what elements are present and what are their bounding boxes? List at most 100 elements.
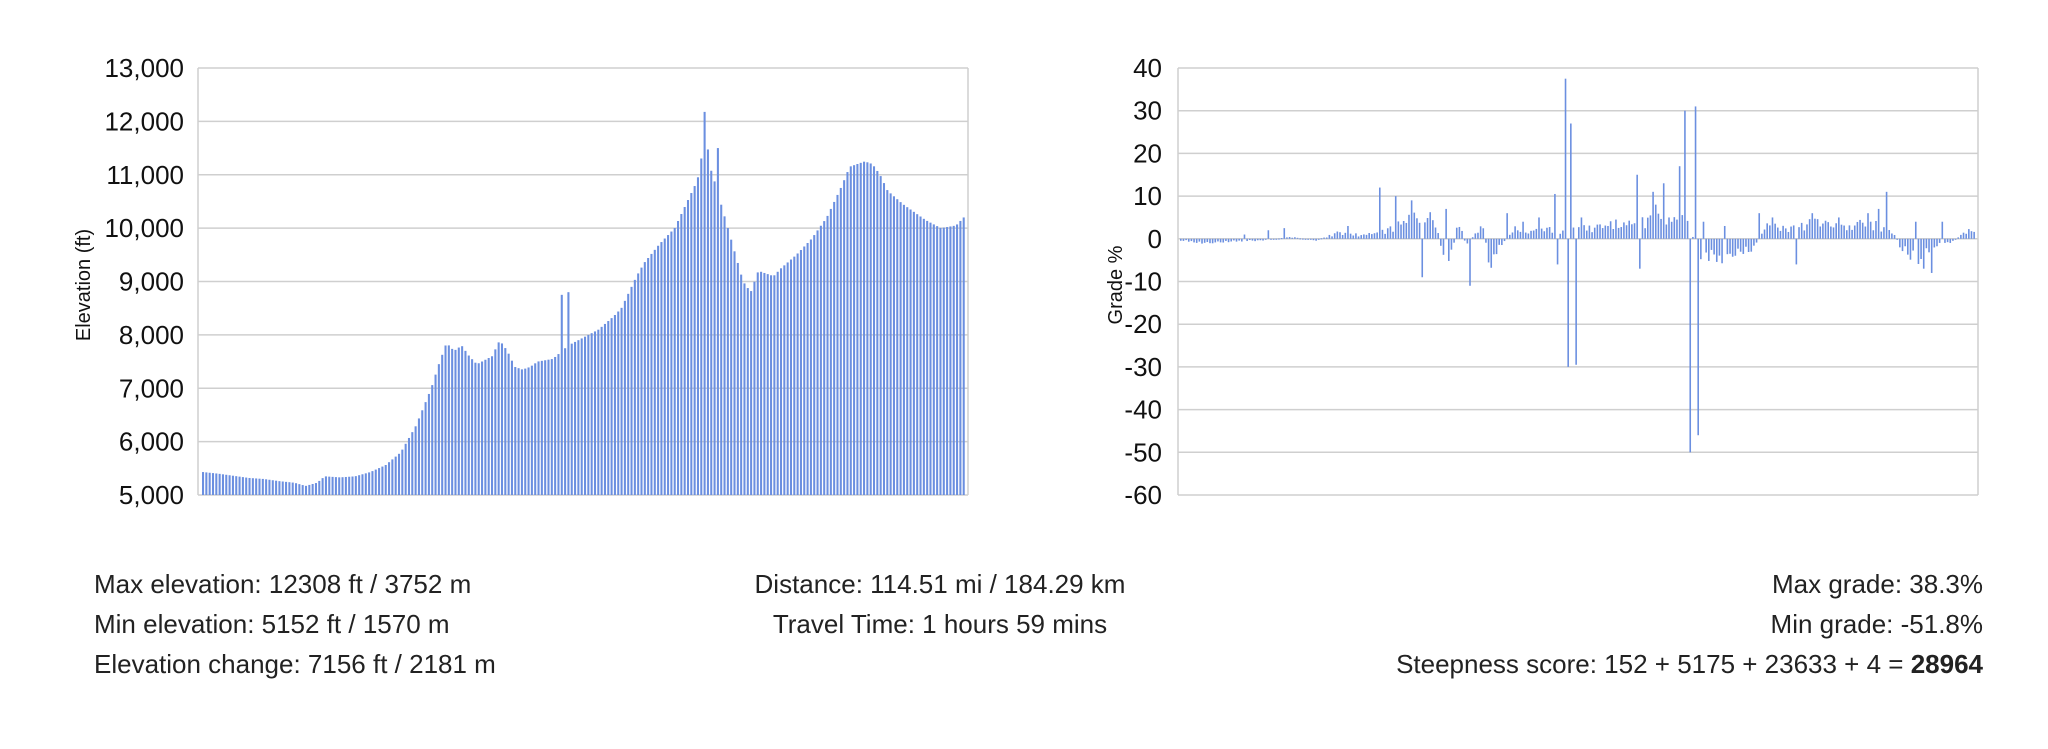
elevation-bar — [690, 193, 693, 495]
elevation-bar — [454, 349, 457, 495]
grade-bar — [1410, 200, 1413, 239]
grade-bar — [1681, 215, 1684, 239]
grade-bar — [1755, 238, 1758, 243]
grade-bar — [1583, 225, 1585, 239]
elevation-bar — [481, 361, 484, 495]
grade-bar — [1668, 217, 1670, 239]
elevation-bar — [308, 484, 311, 495]
grade-bar — [1840, 224, 1843, 239]
grade-bar — [1684, 110, 1686, 239]
elevation-bar — [471, 359, 474, 495]
elevation-bar — [660, 242, 663, 495]
elevation-bar — [417, 418, 420, 495]
elevation-bar — [809, 239, 812, 495]
grade-bar — [1617, 227, 1620, 239]
grade-bar — [1243, 234, 1246, 239]
elevation-bar — [657, 245, 660, 495]
elevation-bar — [846, 172, 849, 496]
elevation-bar — [374, 469, 377, 495]
grade-bar — [1750, 238, 1753, 252]
elevation-bar — [700, 158, 703, 495]
grade-bar — [1875, 220, 1877, 239]
grade-bar — [1853, 225, 1856, 239]
elevation-bar — [394, 456, 397, 495]
elevation-bar — [617, 311, 620, 495]
grade-bar — [1365, 234, 1368, 239]
grade-bar — [1246, 238, 1248, 242]
grade-bar — [1405, 222, 1408, 239]
grade-bar — [1190, 238, 1193, 242]
grade-bar — [1320, 238, 1323, 240]
elevation-bar — [866, 162, 869, 496]
grade-bar — [1673, 217, 1676, 239]
elevation-bar — [241, 477, 244, 495]
elevation-bar — [544, 360, 547, 495]
elevation-bar — [570, 343, 573, 495]
grade-bar — [1612, 229, 1615, 239]
elevation-bar — [856, 164, 859, 495]
grade-bar — [1800, 222, 1803, 239]
elevation-bar — [587, 334, 590, 495]
elevation-bar — [730, 239, 733, 495]
grade-bar — [1761, 233, 1763, 239]
elevation-change-text: Elevation change: 7156 ft / 2181 m — [94, 649, 496, 679]
grade-bar — [1233, 238, 1235, 241]
elevation-bar — [228, 475, 231, 495]
elevation-bar — [474, 362, 477, 495]
elevation-tick-label: 7,000 — [119, 373, 184, 403]
grade-bar — [1195, 238, 1198, 243]
grade-bar — [1702, 221, 1705, 239]
grade-bar — [1670, 221, 1673, 239]
grade-bar — [1575, 238, 1577, 365]
elevation-bar — [779, 268, 783, 495]
elevation-bar — [414, 426, 417, 495]
grade-bar — [1554, 193, 1556, 239]
grade-bar — [1909, 238, 1912, 260]
elevation-bar — [567, 292, 570, 495]
elevation-bar — [773, 275, 776, 495]
elevation-bar — [743, 283, 746, 495]
elevation-bar — [391, 459, 394, 495]
grade-bar — [1238, 238, 1240, 241]
elevation-bar — [554, 356, 557, 495]
grade-bar — [1291, 237, 1294, 239]
grade-bar — [1572, 227, 1575, 239]
min-elevation-text: Min elevation: 5152 ft / 1570 m — [94, 609, 450, 639]
elevation-bar — [750, 291, 753, 495]
grade-bar — [1442, 238, 1445, 255]
elevation-bar — [746, 288, 749, 495]
elevation-bar — [281, 481, 284, 495]
grade-bar — [1355, 233, 1357, 239]
grade-bar — [1495, 238, 1498, 255]
elevation-bar — [693, 186, 696, 495]
elevation-bar — [753, 281, 756, 495]
elevation-bar — [839, 187, 842, 495]
grade-bar — [1718, 238, 1721, 256]
grade-bar — [1795, 238, 1798, 265]
grade-bar — [1824, 220, 1827, 239]
elevation-tick-label: 6,000 — [119, 427, 184, 457]
grade-bar — [1498, 238, 1500, 245]
grade-bar — [1373, 233, 1376, 239]
grade-bar — [1347, 225, 1349, 239]
elevation-bar — [421, 410, 424, 495]
grade-bar — [1901, 238, 1904, 252]
elevation-bar — [574, 341, 577, 495]
elevation-bar — [776, 271, 779, 495]
grade-bar — [1453, 238, 1455, 243]
grade-bar — [1639, 238, 1641, 269]
elevation-bar — [404, 443, 407, 495]
grade-bar — [1381, 229, 1384, 239]
elevation-bar — [221, 474, 224, 495]
grade-bar — [1485, 238, 1487, 243]
trip-stats: Distance: 114.51 mi / 184.29 km Travel T… — [740, 564, 1140, 644]
grade-bar — [1254, 238, 1256, 242]
grade-bar — [1463, 238, 1466, 241]
elevation-bar — [906, 207, 909, 495]
grade-bar — [1511, 232, 1514, 239]
grade-bar — [1628, 220, 1630, 239]
elevation-bar — [833, 201, 836, 495]
grade-bar — [1941, 221, 1944, 239]
grade-bar — [1447, 238, 1450, 261]
grade-bar — [1384, 233, 1386, 239]
